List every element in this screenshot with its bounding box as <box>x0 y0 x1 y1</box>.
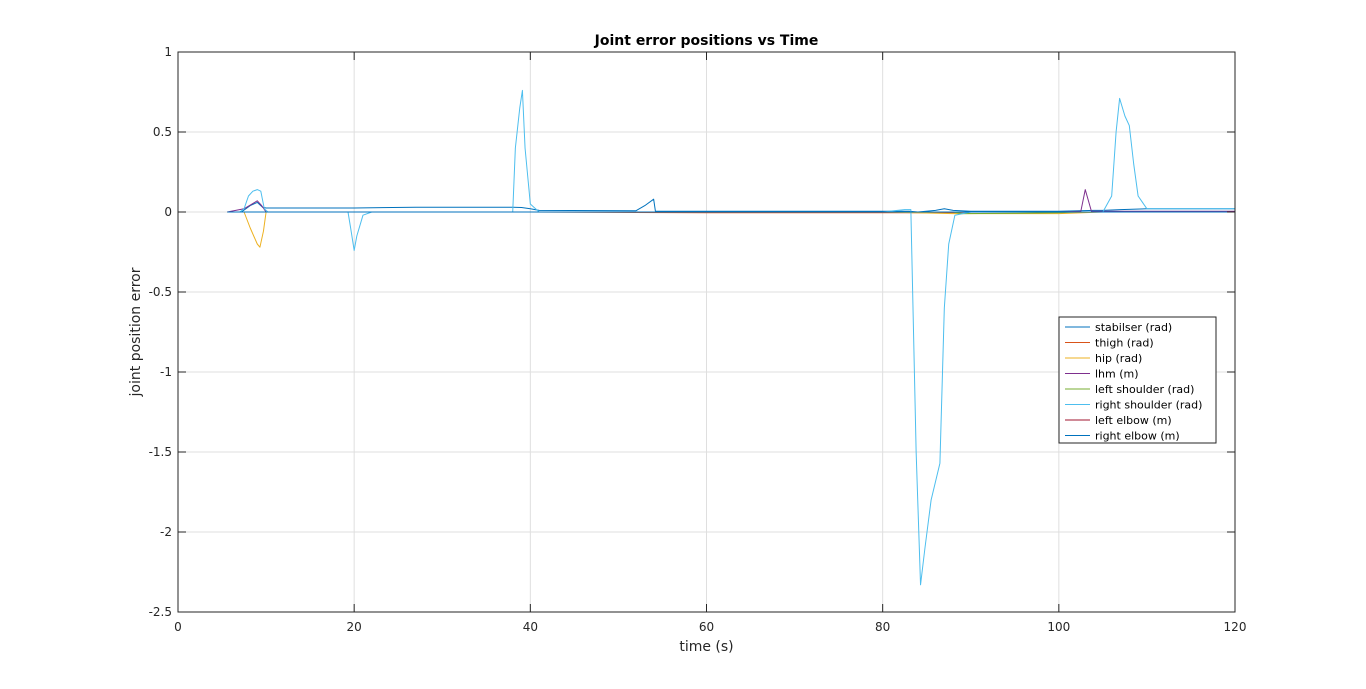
legend-label: right elbow (m) <box>1095 430 1180 443</box>
chart-title: Joint error positions vs Time <box>594 33 819 49</box>
x-tick-label: 0 <box>174 620 182 634</box>
y-tick-label: -1.5 <box>149 445 172 459</box>
legend-label: left shoulder (rad) <box>1095 383 1194 396</box>
x-tick-label: 20 <box>347 620 362 634</box>
x-tick-label: 40 <box>523 620 538 634</box>
legend-label: stabilser (rad) <box>1095 321 1172 334</box>
y-tick-label: -1 <box>160 365 172 379</box>
legend-label: left elbow (m) <box>1095 414 1172 427</box>
series-line-stabilser-rad <box>227 198 1235 213</box>
y-tick-label: 0 <box>164 205 172 219</box>
legend-label: hip (rad) <box>1095 352 1142 365</box>
x-tick-label: 80 <box>875 620 890 634</box>
y-tick-label: -2 <box>160 525 172 539</box>
y-axis-label: joint position error <box>128 267 144 397</box>
x-tick-label: 120 <box>1224 620 1247 634</box>
x-tick-label: 100 <box>1047 620 1070 634</box>
y-tick-label: 1 <box>164 45 172 59</box>
legend-label: thigh (rad) <box>1095 337 1154 350</box>
x-axis-label: time (s) <box>679 639 733 655</box>
ticks: 0 20 40 60 80 100 120 1 0.5 0 -0.5 -1 -1.5 -2 -2.5 <box>149 45 1247 634</box>
x-tick-label: 60 <box>699 620 714 634</box>
y-tick-label: 0.5 <box>153 125 172 139</box>
legend-label: lhm (m) <box>1095 368 1139 381</box>
legend-label: right shoulder (rad) <box>1095 399 1202 412</box>
legend-box <box>1058 316 1217 444</box>
y-tick-label: -0.5 <box>149 285 172 299</box>
y-tick-label: -2.5 <box>149 605 172 619</box>
series-group <box>227 89 1235 586</box>
legend: stabilser (rad) thigh (rad) hip (rad) lhm (… <box>1058 316 1217 444</box>
